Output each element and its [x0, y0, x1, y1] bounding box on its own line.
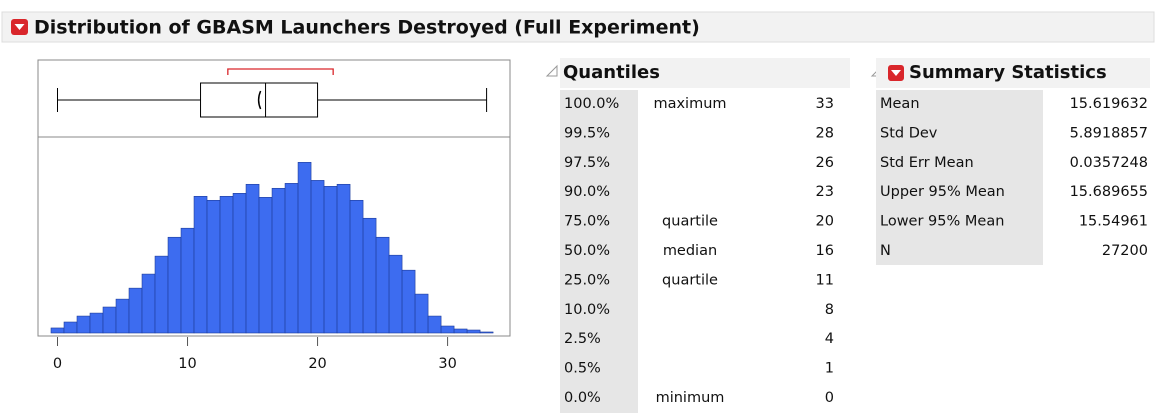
- x-tick-label: 10: [178, 356, 196, 372]
- icon-arrow[interactable]: [891, 70, 901, 76]
- x-tick-label: 20: [308, 356, 326, 372]
- bar: [258, 197, 273, 334]
- bar: [193, 195, 208, 334]
- bar: [310, 180, 325, 334]
- summary-value: 15.619632: [1070, 96, 1148, 112]
- bar: [453, 328, 468, 334]
- summary-column-bg: [876, 90, 1043, 265]
- summary-value: 0.0357248: [1070, 155, 1148, 171]
- quantile-label: maximum: [653, 96, 726, 112]
- quantile-value: 23: [816, 184, 834, 200]
- quantiles-title: Quantiles: [563, 62, 660, 83]
- title-bar: [1, 11, 1155, 43]
- quantile-value: 4: [825, 331, 834, 347]
- x-tick-label: 30: [438, 356, 456, 372]
- shortest-half: [227, 68, 334, 75]
- bar: [349, 199, 364, 334]
- bar: [375, 236, 390, 334]
- bar: [284, 183, 299, 334]
- quantile-percent: 10.0%: [564, 302, 610, 318]
- bar: [297, 162, 312, 334]
- quantile-value: 28: [816, 125, 834, 141]
- bar: [167, 236, 182, 334]
- bar: [128, 287, 143, 334]
- disclosure-icon[interactable]: [888, 65, 904, 81]
- mean-diamond: [257, 90, 262, 110]
- bar: [76, 315, 91, 334]
- bar: [206, 199, 221, 334]
- summary-label: Mean: [880, 96, 920, 112]
- quantile-value: 8: [825, 302, 834, 318]
- quantile-percent: 99.5%: [564, 125, 610, 141]
- summary-value: 15.689655: [1070, 184, 1148, 200]
- summary-label: Std Dev: [880, 125, 938, 141]
- bar: [219, 195, 234, 334]
- quantile-label: quartile: [662, 272, 718, 288]
- quantile-value: 26: [816, 155, 834, 171]
- bar: [323, 186, 338, 334]
- quantile-label: median: [663, 243, 717, 259]
- summary-label: Std Err Mean: [880, 155, 974, 171]
- summary-value: 15.54961: [1079, 214, 1148, 230]
- quantiles-column-bg: [560, 90, 638, 413]
- quantile-value: 20: [816, 214, 834, 230]
- summary-header: [876, 58, 1150, 88]
- quantile-label: minimum: [656, 390, 725, 406]
- bar: [102, 306, 117, 334]
- quantile-value: 11: [816, 272, 834, 288]
- bar: [154, 255, 169, 334]
- bar: [362, 217, 377, 334]
- bar: [89, 312, 104, 334]
- quantile-value: 33: [816, 96, 834, 112]
- quantile-percent: 90.0%: [564, 184, 610, 200]
- quantile-percent: 50.0%: [564, 243, 610, 259]
- disclosure-icon[interactable]: [11, 19, 28, 35]
- quantile-value: 1: [825, 361, 834, 377]
- bar: [180, 227, 195, 334]
- bar: [440, 325, 455, 334]
- quantiles-header: [560, 58, 850, 88]
- quantile-percent: 97.5%: [564, 155, 610, 171]
- quantile-value: 16: [816, 243, 834, 259]
- summary-value: 27200: [1102, 243, 1148, 259]
- bar: [115, 298, 130, 334]
- bar: [388, 254, 403, 334]
- quantile-percent: 100.0%: [564, 96, 619, 112]
- quantile-percent: 2.5%: [564, 331, 601, 347]
- quantile-percent: 0.5%: [564, 361, 601, 377]
- quantile-value: 0: [825, 390, 834, 406]
- quantile-percent: 0.0%: [564, 390, 601, 406]
- bar: [245, 183, 260, 334]
- bar: [271, 187, 286, 334]
- bar: [232, 193, 247, 334]
- bar: [336, 183, 351, 334]
- outline-toggle[interactable]: [545, 64, 558, 77]
- summary-title: Summary Statistics: [909, 62, 1107, 83]
- summary-value: 5.8918857: [1070, 125, 1148, 141]
- summary-label: Lower 95% Mean: [880, 214, 1004, 230]
- x-tick-label: 0: [53, 356, 62, 372]
- bar: [50, 327, 65, 334]
- bar: [63, 321, 78, 334]
- icon-arrow[interactable]: [14, 24, 25, 30]
- quantile-label: quartile: [662, 214, 718, 230]
- page-title: Distribution of GBASM Launchers Destroye…: [34, 17, 700, 39]
- bar: [427, 315, 442, 334]
- quantile-percent: 75.0%: [564, 214, 610, 230]
- bar: [141, 273, 156, 334]
- bar: [401, 269, 416, 334]
- bar: [466, 329, 481, 334]
- box: [200, 82, 319, 118]
- bar: [479, 331, 494, 334]
- quantile-percent: 25.0%: [564, 272, 610, 288]
- summary-label: N: [880, 243, 891, 259]
- bar: [414, 293, 429, 334]
- summary-label: Upper 95% Mean: [880, 184, 1005, 200]
